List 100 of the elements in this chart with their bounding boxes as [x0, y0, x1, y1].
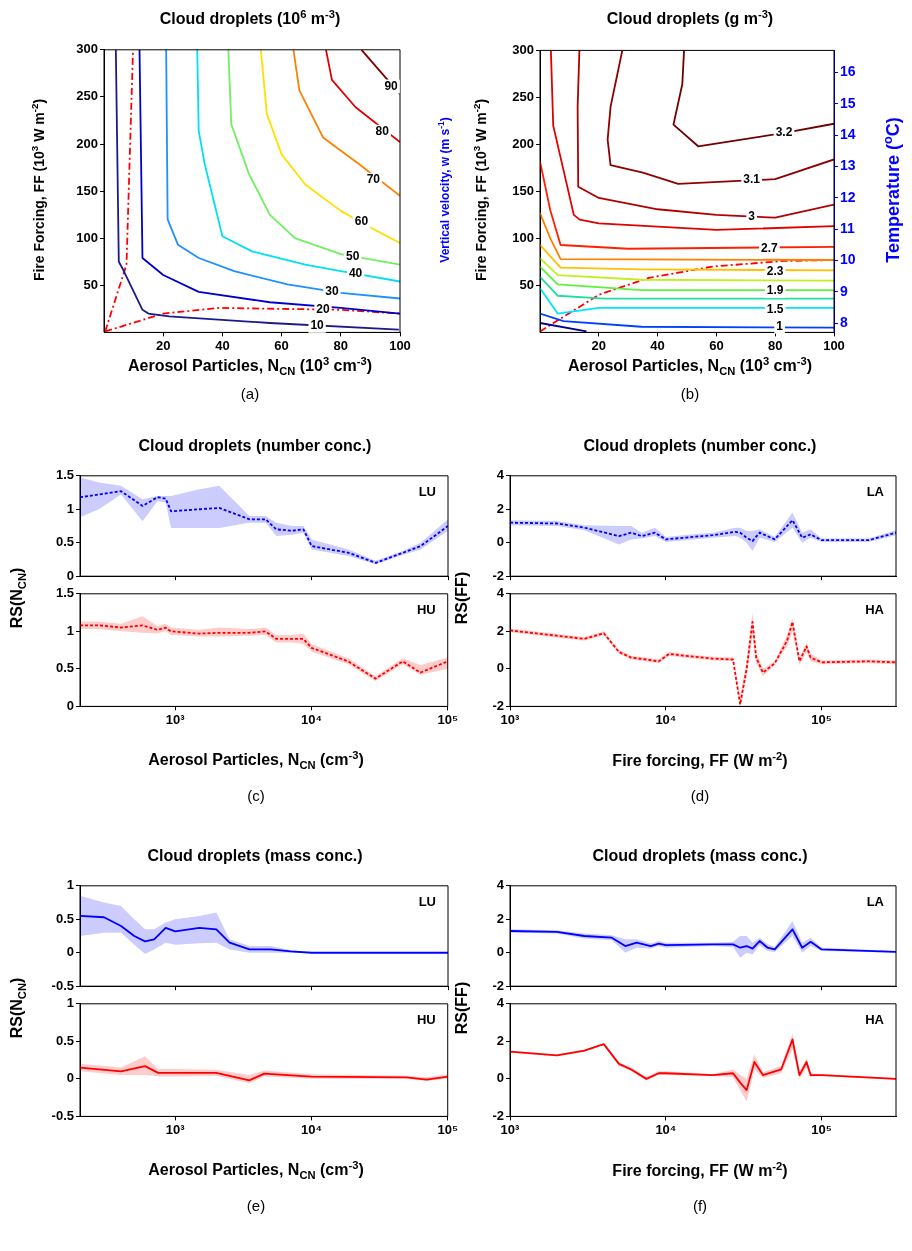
x-tick-label: 40	[650, 337, 665, 353]
annotation: 10	[310, 318, 325, 333]
annotation: 70	[366, 172, 381, 187]
y-tick-label: 250	[76, 88, 98, 104]
y-tick-label: 100	[512, 229, 534, 245]
y-tick-label: 100	[76, 229, 98, 245]
x-tick-label: 10³	[500, 711, 521, 727]
y-tick-label: 4	[496, 467, 505, 483]
x-tick-label: 100	[389, 337, 411, 353]
annotation: HA	[865, 601, 885, 617]
y-tick-label: 1	[66, 995, 74, 1011]
x-tick-label: 10⁵	[811, 711, 832, 727]
y-tick-label: 0.5	[55, 1032, 74, 1048]
x-tick-label: 10⁴	[655, 1121, 677, 1137]
y2-tick-label: 12	[840, 188, 856, 205]
y-tick-label: -0.5	[51, 1107, 74, 1123]
chart-title: Cloud droplets (mass conc.)	[592, 847, 808, 865]
annotation: 1	[776, 319, 784, 334]
y2-tick-label: 16	[840, 63, 856, 80]
y-tick-label: -2	[492, 1107, 504, 1123]
annotation: LU	[418, 483, 436, 499]
y-tick-label: 0.5	[55, 660, 74, 676]
y-tick-label: 0	[496, 1070, 504, 1086]
x-tick-label: 10⁴	[655, 711, 677, 727]
annotation: HU	[416, 601, 436, 617]
x-tick-label: 10⁴	[301, 711, 322, 727]
annotation: 2.7	[760, 241, 778, 256]
y-tick-label: 2	[496, 500, 504, 516]
x-tick-label: 10⁴	[301, 1121, 322, 1137]
x-tick-label: 80	[333, 337, 349, 353]
x-axis-title: Aerosol Particles, N$_{CN}$ (cm$^{-3}$)	[148, 748, 364, 772]
y-tick-label: 300	[76, 41, 98, 57]
text: (a)	[240, 384, 260, 402]
x-axis-title: Aerosol Particles, N$_{CN}$ (10$^{3}$ cm$^{-3}$)	[567, 354, 813, 378]
y-tick-label: 0	[496, 660, 504, 676]
y-tick-label: 1	[66, 877, 74, 893]
y-tick-label: 4	[496, 585, 505, 601]
y-tick-label: 1	[66, 500, 74, 516]
annotation: HU	[416, 1011, 436, 1027]
y-tick-label: 0	[496, 944, 504, 960]
annotation: 40	[348, 266, 363, 281]
y-tick-label: 2	[496, 622, 504, 638]
x-tick-label: 10³	[165, 1121, 186, 1137]
y2-tick-label: 15	[840, 94, 856, 111]
y2-tick-label: 9	[840, 282, 848, 299]
text: (e)	[246, 1196, 266, 1214]
annotation: 1.5	[766, 302, 784, 317]
annotation: HA	[865, 1011, 885, 1027]
x-tick-label: 10⁵	[811, 1121, 832, 1137]
y-tick-label: 0	[66, 697, 74, 713]
x-tick-label: 10³	[500, 1121, 521, 1137]
y-tick-label: 2	[496, 1032, 504, 1048]
y-tick-label: 0.5	[55, 534, 74, 550]
annotation: 2.3	[766, 263, 784, 278]
chart-title: Cloud droplets (number conc.)	[138, 437, 372, 455]
y2-tick-label: 14	[840, 125, 856, 142]
annotation: 20	[316, 302, 331, 317]
chart-title: Cloud droplets (g m$^{-3}$)	[606, 7, 774, 29]
y2-tick-label: 13	[840, 157, 856, 174]
annotation: LA	[866, 483, 885, 499]
annotation: 30	[325, 284, 339, 299]
text: (f)	[692, 1196, 708, 1214]
x-tick-label: 100	[823, 337, 845, 353]
y-tick-label: 200	[512, 135, 534, 151]
y-tick-label: 50	[519, 276, 534, 292]
x-tick-label: 80	[767, 337, 783, 353]
x-tick-label: 60	[274, 337, 289, 353]
y2-tick-label: 11	[840, 219, 856, 236]
y-tick-label: 150	[512, 182, 534, 198]
y-tick-label: 0.5	[55, 910, 74, 926]
y-tick-label: 1.5	[55, 467, 74, 483]
y-tick-label: -2	[492, 567, 504, 583]
text: (b)	[680, 384, 700, 402]
chart-title: Cloud droplets (mass conc.)	[147, 847, 363, 865]
annotation: LU	[418, 893, 436, 909]
x-tick-label: 10⁵	[437, 711, 459, 727]
annotation: 3.1	[743, 172, 761, 187]
text: (c)	[247, 786, 265, 804]
x-tick-label: 10³	[165, 711, 186, 727]
x-axis-title: Fire forcing, FF (W m$^{-2}$)	[612, 1159, 788, 1181]
y-tick-label: 50	[83, 276, 98, 292]
annotation: 80	[375, 124, 390, 139]
y-tick-label: 4	[496, 877, 505, 893]
x-tick-label: 10⁵	[437, 1121, 459, 1137]
y-tick-label: 200	[76, 135, 98, 151]
y-tick-label: 1.5	[55, 585, 74, 601]
y-tick-label: -2	[492, 977, 504, 993]
annotation: 60	[354, 214, 369, 229]
annotation: 1.9	[766, 283, 784, 298]
x-tick-label: 40	[215, 337, 230, 353]
y-tick-label: 0	[66, 567, 74, 583]
y-axis-title: RS(FF)	[453, 981, 471, 1035]
x-axis-title: Aerosol Particles, N$_{CN}$ (cm$^{-3}$)	[148, 1158, 364, 1182]
chart-title: Cloud droplets (number conc.)	[583, 437, 817, 455]
y-tick-label: -2	[492, 697, 504, 713]
y-tick-label: 300	[512, 41, 534, 57]
y-tick-label: 1	[66, 622, 74, 638]
y-axis-title: RS(FF)	[453, 571, 471, 625]
annotation: 50	[345, 249, 360, 264]
annotation: LA	[866, 893, 885, 909]
